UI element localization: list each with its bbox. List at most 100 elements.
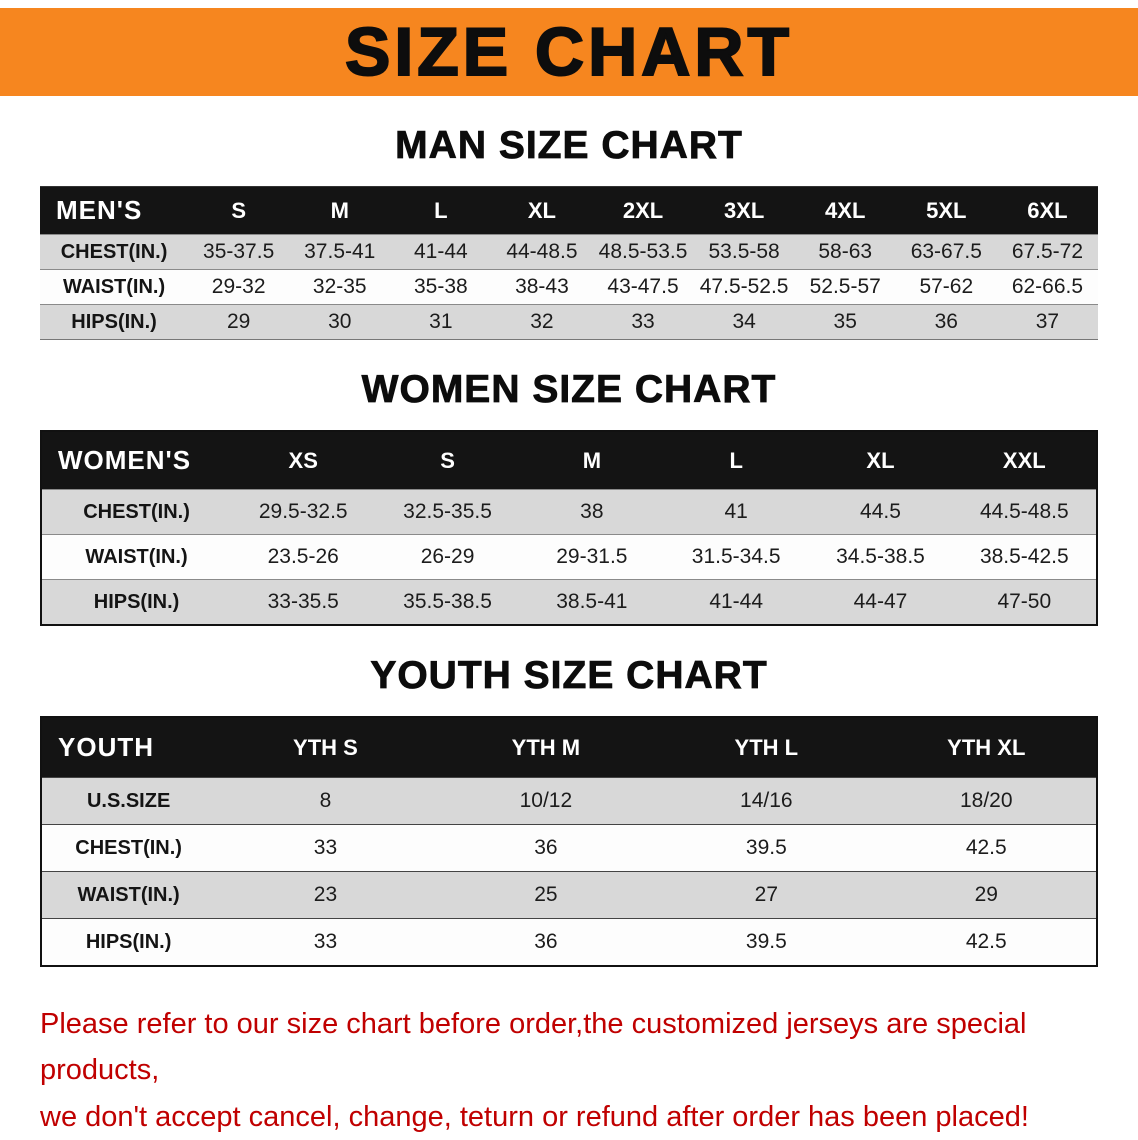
- table-row: CHEST(IN.) 33 36 39.5 42.5: [41, 824, 1097, 872]
- value-cell: 33: [215, 918, 436, 966]
- value-cell: 39.5: [656, 918, 877, 966]
- value-cell: 37: [996, 304, 1098, 340]
- value-cell: 29: [876, 871, 1097, 919]
- table-title-cell: WOMEN'S: [41, 431, 232, 490]
- size-header-cell: YTH XL: [876, 717, 1097, 778]
- value-cell: 47-50: [952, 579, 1097, 625]
- value-cell: 29-32: [188, 269, 290, 305]
- value-cell: 32: [491, 304, 593, 340]
- value-cell: 44-48.5: [491, 234, 593, 270]
- row-label-cell: WAIST(IN.): [41, 871, 216, 919]
- disclaimer-line-2: we don't accept cancel, change, teturn o…: [40, 1100, 1029, 1133]
- women-section-heading: WOMEN SIZE CHART: [361, 368, 777, 412]
- row-label-cell: HIPS(IN.): [40, 304, 189, 340]
- page-title: SIZE CHART: [344, 14, 793, 90]
- table-row: U.S.SIZE 8 10/12 14/16 18/20: [41, 777, 1097, 825]
- value-cell: 23: [215, 871, 436, 919]
- value-cell: 23.5-26: [231, 534, 376, 580]
- value-cell: 33: [215, 824, 436, 872]
- men-size-table: MEN'S S M L XL 2XL 3XL 4XL 5XL 6XL CHEST(IN.) 35-37…: [40, 186, 1098, 340]
- size-header-cell: XS: [231, 431, 376, 490]
- size-header-cell: S: [375, 431, 520, 490]
- value-cell: 39.5: [656, 824, 877, 872]
- size-header-cell: 2XL: [592, 186, 694, 235]
- value-cell: 38-43: [491, 269, 593, 305]
- value-cell: 27: [656, 871, 877, 919]
- value-cell: 26-29: [375, 534, 520, 580]
- value-cell: 35: [794, 304, 896, 340]
- size-header-cell: YTH S: [215, 717, 436, 778]
- value-cell: 44.5-48.5: [952, 489, 1097, 535]
- row-label-cell: WAIST(IN.): [41, 534, 232, 580]
- value-cell: 35-38: [390, 269, 492, 305]
- size-header-cell: L: [664, 431, 809, 490]
- value-cell: 34: [693, 304, 795, 340]
- table-row: CHEST(IN.) 35-37.5 37.5-41 41-44 44-48.5 48.5…: [40, 234, 1098, 270]
- value-cell: 32-35: [289, 269, 391, 305]
- value-cell: 41-44: [664, 579, 809, 625]
- value-cell: 32.5-35.5: [375, 489, 520, 535]
- value-cell: 8: [215, 777, 436, 825]
- value-cell: 31: [390, 304, 492, 340]
- row-label-cell: CHEST(IN.): [41, 489, 232, 535]
- size-header-cell: XXL: [952, 431, 1097, 490]
- size-header-cell: S: [188, 186, 290, 235]
- value-cell: 33-35.5: [231, 579, 376, 625]
- section-men: MAN SIZE CHART MEN'S S M L XL 2XL 3XL 4XL 5XL 6XL…: [0, 124, 1138, 340]
- size-header-cell: 5XL: [895, 186, 997, 235]
- table-row: HIPS(IN.) 33 36 39.5 42.5: [41, 918, 1097, 966]
- value-cell: 67.5-72: [996, 234, 1098, 270]
- value-cell: 44-47: [808, 579, 953, 625]
- value-cell: 52.5-57: [794, 269, 896, 305]
- size-header-cell: 4XL: [794, 186, 896, 235]
- value-cell: 25: [435, 871, 657, 919]
- size-header-cell: XL: [491, 186, 593, 235]
- value-cell: 30: [289, 304, 391, 340]
- row-label-cell: HIPS(IN.): [41, 918, 216, 966]
- value-cell: 34.5-38.5: [808, 534, 953, 580]
- size-header-cell: YTH M: [435, 717, 657, 778]
- row-label-cell: WAIST(IN.): [40, 269, 189, 305]
- disclaimer-line-1: Please refer to our size chart before or…: [40, 1008, 1027, 1087]
- value-cell: 14/16: [656, 777, 877, 825]
- value-cell: 57-62: [895, 269, 997, 305]
- value-cell: 18/20: [876, 777, 1097, 825]
- section-women: WOMEN SIZE CHART WOMEN'S XS S M L XL XXL CHEST(…: [0, 368, 1138, 626]
- row-label-cell: U.S.SIZE: [41, 777, 216, 825]
- value-cell: 38: [519, 489, 665, 535]
- section-youth: YOUTH SIZE CHART YOUTH YTH S YTH M YTH L YTH…: [0, 654, 1138, 967]
- value-cell: 38.5-42.5: [952, 534, 1097, 580]
- value-cell: 35-37.5: [188, 234, 290, 270]
- table-title-cell: YOUTH: [41, 717, 216, 778]
- value-cell: 10/12: [435, 777, 657, 825]
- value-cell: 31.5-34.5: [664, 534, 809, 580]
- size-header-cell: XL: [808, 431, 953, 490]
- value-cell: 42.5: [876, 918, 1097, 966]
- value-cell: 37.5-41: [289, 234, 391, 270]
- value-cell: 44.5: [808, 489, 953, 535]
- value-cell: 36: [895, 304, 997, 340]
- table-row: WAIST(IN.) 23 25 27 29: [41, 871, 1097, 919]
- value-cell: 36: [435, 824, 657, 872]
- row-label-cell: HIPS(IN.): [41, 579, 232, 625]
- table-row: WAIST(IN.) 23.5-26 26-29 29-31.5 31.5-34.5 34…: [41, 534, 1097, 580]
- row-label-cell: CHEST(IN.): [41, 824, 216, 872]
- size-header-cell: 6XL: [996, 186, 1098, 235]
- table-row: CHEST(IN.) 29.5-32.5 32.5-35.5 38 41 44.5 44.5…: [41, 489, 1097, 535]
- size-header-cell: YTH L: [656, 717, 877, 778]
- table-row: HIPS(IN.) 33-35.5 35.5-38.5 38.5-41 41-44 44-…: [41, 579, 1097, 625]
- value-cell: 41: [664, 489, 809, 535]
- value-cell: 63-67.5: [895, 234, 997, 270]
- value-cell: 58-63: [794, 234, 896, 270]
- table-header-row: YOUTH YTH S YTH M YTH L YTH XL: [41, 717, 1097, 778]
- value-cell: 35.5-38.5: [375, 579, 520, 625]
- youth-section-heading: YOUTH SIZE CHART: [370, 654, 768, 698]
- men-section-heading: MAN SIZE CHART: [395, 124, 743, 168]
- youth-size-table: YOUTH YTH S YTH M YTH L YTH XL U.S.SIZE 8 10/12…: [40, 716, 1098, 967]
- value-cell: 42.5: [876, 824, 1097, 872]
- value-cell: 33: [592, 304, 694, 340]
- women-size-table: WOMEN'S XS S M L XL XXL CHEST(IN.) 29.5-32.5 32.5…: [40, 430, 1098, 626]
- table-title-cell: MEN'S: [40, 186, 189, 235]
- size-header-cell: M: [519, 431, 665, 490]
